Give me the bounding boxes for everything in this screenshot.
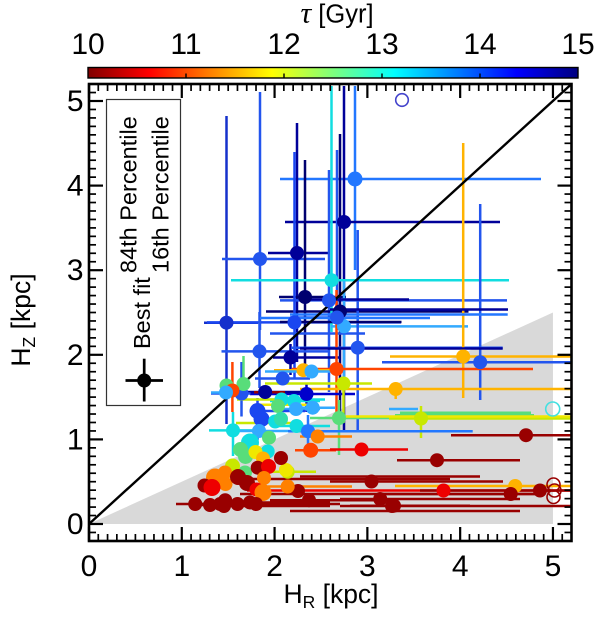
svg-text:10: 10 (71, 28, 104, 61)
svg-text:5: 5 (67, 85, 84, 118)
svg-text:84th Percentile: 84th Percentile (116, 116, 142, 273)
svg-text:4: 4 (67, 170, 84, 203)
svg-text:Best fit: Best fit (129, 277, 155, 349)
svg-text:14: 14 (463, 28, 496, 61)
svg-text:5: 5 (545, 550, 562, 583)
svg-text:3: 3 (359, 550, 376, 583)
svg-text:HR [kpc]: HR [kpc] (283, 579, 378, 612)
svg-text:0: 0 (67, 508, 84, 541)
svg-text:τ [Gyr]: τ [Gyr] (300, 0, 373, 30)
svg-text:11: 11 (170, 28, 201, 61)
svg-text:3: 3 (67, 254, 84, 287)
svg-text:HZ [kpc]: HZ [kpc] (6, 273, 39, 366)
svg-text:15: 15 (561, 28, 594, 61)
svg-text:1: 1 (67, 423, 84, 456)
svg-text:13: 13 (365, 28, 398, 61)
svg-text:1: 1 (173, 550, 190, 583)
svg-text:12: 12 (267, 28, 300, 61)
svg-text:4: 4 (452, 550, 469, 583)
svg-text:16th Percentile: 16th Percentile (148, 116, 174, 273)
svg-text:2: 2 (266, 550, 283, 583)
svg-text:2: 2 (67, 339, 84, 372)
svg-text:0: 0 (81, 550, 98, 583)
